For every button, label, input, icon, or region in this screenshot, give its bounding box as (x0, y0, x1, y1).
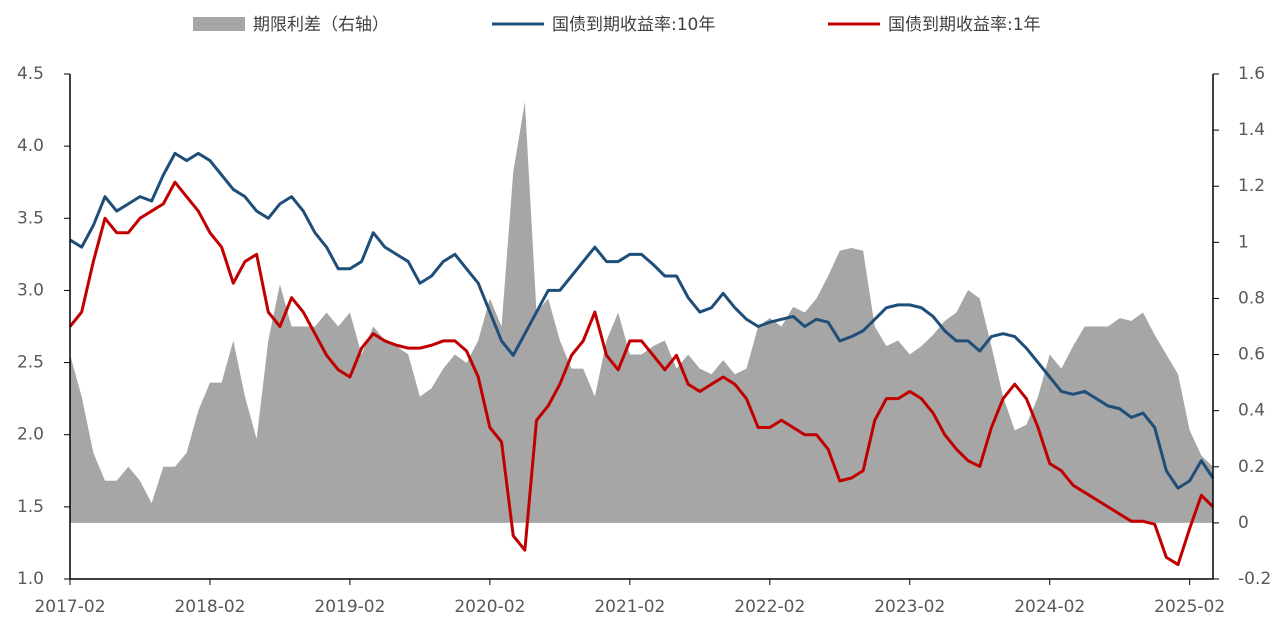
y-tick-label: 1.5 (17, 497, 44, 517)
legend-label: 期限利差（右轴） (253, 15, 389, 35)
y2-tick-label: 0.2 (1238, 457, 1265, 477)
legend: 期限利差（右轴） 国债到期收益率:10年 国债到期收益率:1年 (193, 15, 1041, 35)
y-tick-label: 2.0 (17, 425, 44, 445)
y2-tick-label: -0.2 (1238, 569, 1271, 589)
x-tick-label: 2023-02 (874, 597, 945, 617)
x-tick-label: 2024-02 (1014, 597, 1085, 617)
y2-tick-label: 0 (1238, 513, 1249, 533)
legend-swatch (193, 17, 245, 31)
x-tick-label: 2025-02 (1154, 597, 1225, 617)
y-tick-label: 4.0 (17, 136, 44, 156)
y2-tick-label: 0.8 (1238, 288, 1265, 308)
y2-tick-label: 0.6 (1238, 345, 1265, 365)
yield-line (68, 180, 1215, 567)
y-tick-label: 4.5 (17, 64, 44, 84)
y-tick-label: 3.0 (17, 280, 44, 300)
y-tick-label: 1.0 (17, 569, 44, 589)
x-tick-label: 2022-02 (734, 597, 805, 617)
x-tick-label: 2019-02 (314, 597, 385, 617)
yield-line (69, 151, 1215, 490)
x-tick-label: 2020-02 (454, 597, 525, 617)
y-tick-label: 2.5 (17, 353, 44, 373)
y2-tick-label: 1.4 (1238, 120, 1265, 140)
spread-area (70, 102, 1213, 523)
legend-label: 国债到期收益率:1年 (888, 15, 1041, 35)
y2-tick-label: 1 (1238, 232, 1249, 252)
y2-tick-label: 0.4 (1238, 401, 1265, 421)
x-tick-label: 2017-02 (34, 597, 105, 617)
y2-tick-label: 1.6 (1238, 64, 1265, 84)
plot-area (68, 102, 1215, 567)
x-tick-label: 2021-02 (594, 597, 665, 617)
y-tick-label: 3.5 (17, 208, 44, 228)
x-tick-label: 2018-02 (174, 597, 245, 617)
legend-label: 国债到期收益率:10年 (552, 15, 715, 35)
y2-tick-label: 1.2 (1238, 176, 1265, 196)
